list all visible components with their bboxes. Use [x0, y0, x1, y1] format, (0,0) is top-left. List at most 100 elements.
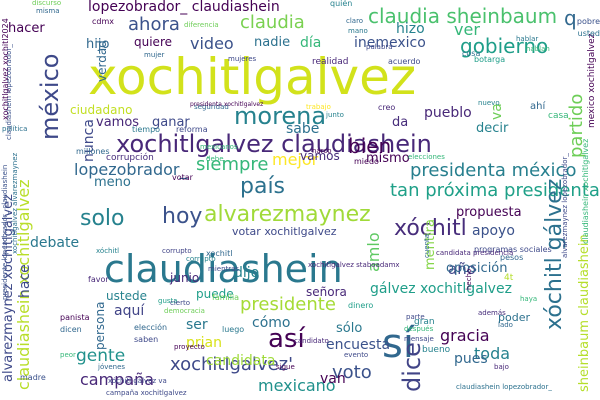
- cloud-word: mexicanos: [200, 143, 238, 151]
- cloud-word: cdmx: [92, 17, 115, 26]
- cloud-word: discurso: [32, 0, 62, 7]
- cloud-word: debe: [206, 155, 224, 163]
- cloud-word: cómo: [252, 315, 291, 331]
- cloud-word: elección: [134, 323, 168, 332]
- cloud-word: mujeres: [228, 55, 257, 63]
- cloud-word: ciudadano: [70, 103, 133, 117]
- cloud-word: tan próxima presidenta: [390, 180, 600, 201]
- cloud-word: junio: [170, 271, 200, 285]
- cloud-word: dinero: [348, 301, 374, 310]
- cloud-word: méxico: [36, 53, 64, 140]
- cloud-word: video: [190, 34, 234, 53]
- cloud-word: mujer: [144, 51, 165, 59]
- cloud-word: morena: [234, 102, 327, 130]
- cloud-word: mismo: [366, 151, 410, 166]
- cloud-word: verdad: [95, 40, 109, 82]
- cloud-word: persona: [93, 301, 107, 351]
- cloud-word: aquí: [114, 303, 145, 319]
- cloud-word: programas sociales: [474, 245, 552, 254]
- cloud-word: ahí: [530, 101, 546, 112]
- cloud-word: diferencia: [184, 21, 219, 29]
- cloud-word: pobre: [576, 17, 600, 26]
- cloud-word: año: [448, 260, 476, 278]
- cloud-word: sheinbaum claudiashein: [577, 234, 592, 392]
- cloud-word: debate: [30, 235, 80, 251]
- cloud-word: corrupción: [106, 153, 154, 163]
- cloud-word: luego: [222, 325, 245, 334]
- cloud-word: hoy: [162, 204, 203, 229]
- cloud-word: realidad: [312, 57, 349, 67]
- cloud-word: claudia: [240, 12, 305, 33]
- cloud-word: xóchitl: [394, 216, 467, 241]
- cloud-word: claudia sheinbaum: [368, 4, 558, 28]
- cloud-word: dicen: [60, 325, 82, 334]
- cloud-word: gracia: [440, 326, 490, 345]
- cloud-word: millones: [76, 147, 110, 156]
- cloud-word: solo: [80, 206, 125, 231]
- cloud-word: xóchitl gálvez va: [108, 377, 167, 385]
- cloud-word: tiempo: [132, 125, 161, 134]
- cloud-word: familia: [212, 293, 240, 302]
- cloud-word: política: [2, 125, 28, 133]
- cloud-word: cuenta: [423, 233, 431, 258]
- cloud-word: haya: [520, 295, 538, 303]
- cloud-word: junto: [326, 111, 344, 119]
- cloud-word: xochitlgalvez claudiashein: [116, 130, 432, 158]
- cloud-word: trabajo: [306, 103, 331, 111]
- cloud-word: sigue: [276, 363, 295, 371]
- cloud-word: mensaje: [404, 335, 434, 343]
- cloud-word: botarga: [474, 55, 506, 64]
- cloud-word: evento: [344, 351, 369, 359]
- cloud-word: claudiashein xochitlgalvez: [581, 138, 590, 244]
- cloud-word: mientras: [208, 265, 240, 273]
- cloud-word: oposición: [446, 261, 508, 276]
- cloud-word: creo: [378, 103, 396, 112]
- cloud-word: democracia: [164, 307, 205, 315]
- cloud-word: ver: [454, 20, 480, 39]
- cloud-word: hablar: [516, 35, 539, 43]
- cloud-word: encuesta: [326, 337, 391, 353]
- cloud-word: hablan: [526, 45, 550, 53]
- cloud-word: lopezobrador_ claudiashein: [88, 0, 280, 15]
- cloud-word: puede: [196, 287, 234, 301]
- cloud-word: meno: [94, 175, 131, 190]
- cloud-word: panista: [60, 313, 90, 322]
- cloud-word: día: [300, 35, 322, 51]
- cloud-word: proyecto: [174, 343, 205, 351]
- cloud-word: gran: [414, 317, 435, 327]
- cloud-word: prian: [186, 335, 222, 351]
- cloud-word: corrupto: [186, 255, 216, 263]
- cloud-word: miedo: [354, 157, 379, 166]
- cloud-word: bien: [348, 134, 392, 158]
- cloud-word: vamos: [300, 149, 340, 163]
- cloud-word: da: [392, 115, 409, 130]
- cloud-word: propuesta: [456, 205, 522, 220]
- cloud-word: peor: [60, 351, 76, 359]
- cloud-word: voto: [332, 362, 372, 383]
- cloud-word: votar xochitlgalvez: [232, 225, 337, 238]
- cloud-word: candidata: [206, 353, 276, 369]
- cloud-word: casa: [548, 111, 569, 121]
- cloud-word: lopezobrador_: [74, 160, 188, 179]
- cloud-word: favor: [88, 275, 109, 284]
- cloud-word: apoyo: [472, 223, 515, 239]
- cloud-word: palabra: [366, 43, 393, 51]
- cloud-word: ahora: [128, 14, 180, 35]
- cloud-word: poder: [498, 311, 530, 324]
- cloud-word: jóvenes: [98, 363, 126, 371]
- cloud-word: gente: [76, 346, 126, 366]
- cloud-word: pues: [454, 351, 488, 367]
- cloud-word: parte: [406, 313, 425, 321]
- cloud-word: mano: [348, 27, 368, 35]
- cloud-word: claudiashein: [104, 247, 343, 291]
- cloud-word: vamos: [96, 115, 140, 130]
- cloud-word: xochitlgalvez xochitl2024: [1, 18, 10, 120]
- cloud-word: presidente: [240, 294, 336, 315]
- cloud-word: ganar: [152, 115, 190, 130]
- cloud-word: mejor: [272, 150, 319, 169]
- cloud-word: corrupto: [162, 247, 192, 255]
- cloud-word: hace: [17, 264, 33, 298]
- cloud-word: madre: [20, 373, 46, 382]
- cloud-word: gálvez xochitlgalvez: [370, 281, 512, 297]
